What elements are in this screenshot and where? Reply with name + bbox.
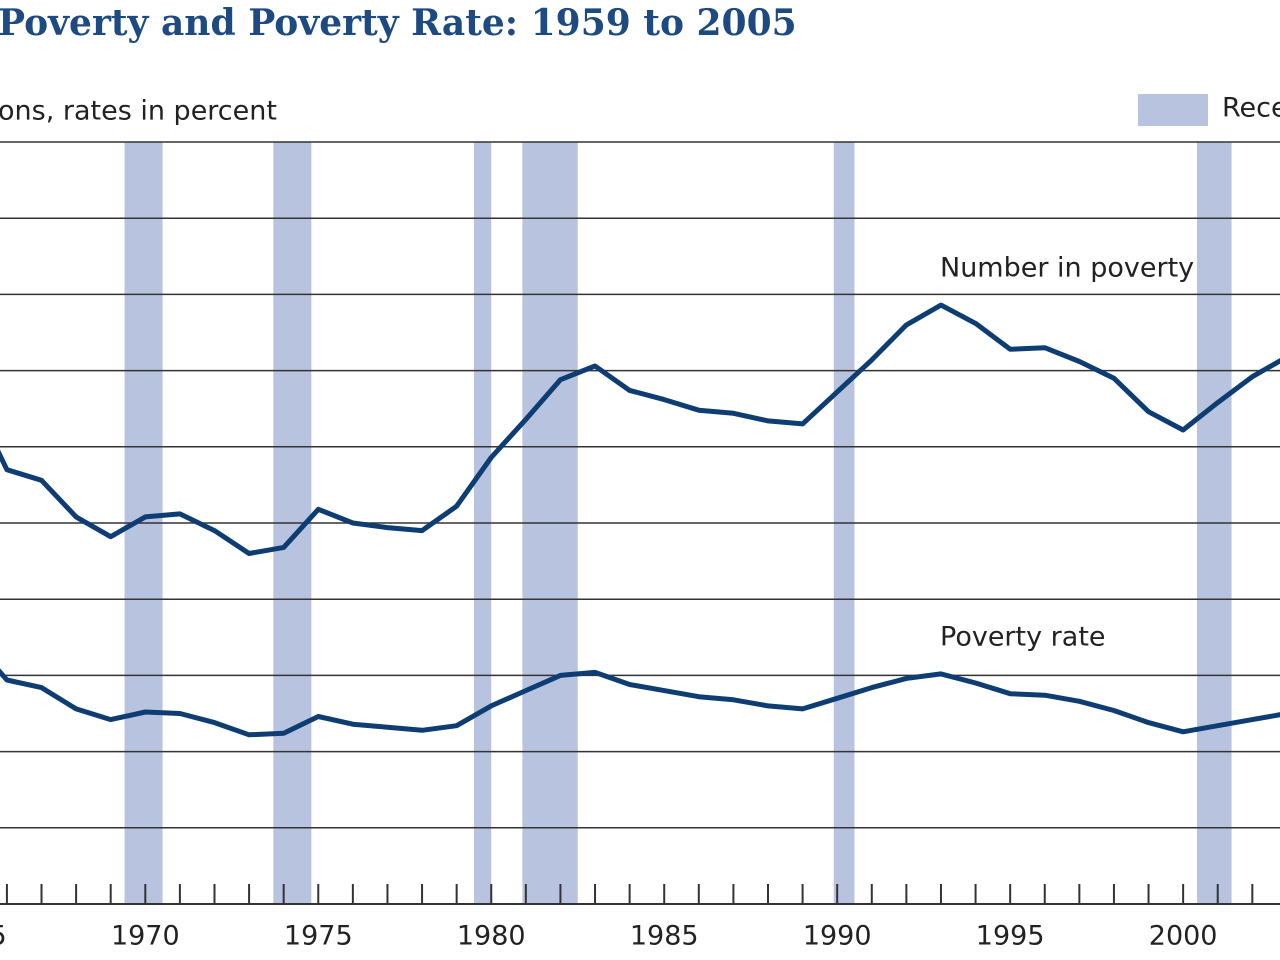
x-tick-label: 1965 [0,921,7,952]
x-tick-label: 1970 [111,921,180,952]
x-tick-label: 1980 [457,921,526,952]
x-tick-label: 1985 [630,921,699,952]
x-tick-label: 1990 [803,921,872,952]
legend-label: Rece [1222,93,1280,124]
chart-title: Poverty and Poverty Rate: 1959 to 2005 [0,2,797,44]
legend-swatch [1138,94,1208,126]
data-line [0,668,1280,738]
data-line [0,302,1280,556]
series-label: Poverty rate [940,622,1106,653]
chart-subtitle: ons, rates in percent [0,96,277,127]
x-tick-label: 2000 [1149,921,1218,952]
series-label: Number in poverty [940,253,1194,284]
x-tick-label: 1975 [284,921,353,952]
x-tick-label: 1995 [976,921,1045,952]
